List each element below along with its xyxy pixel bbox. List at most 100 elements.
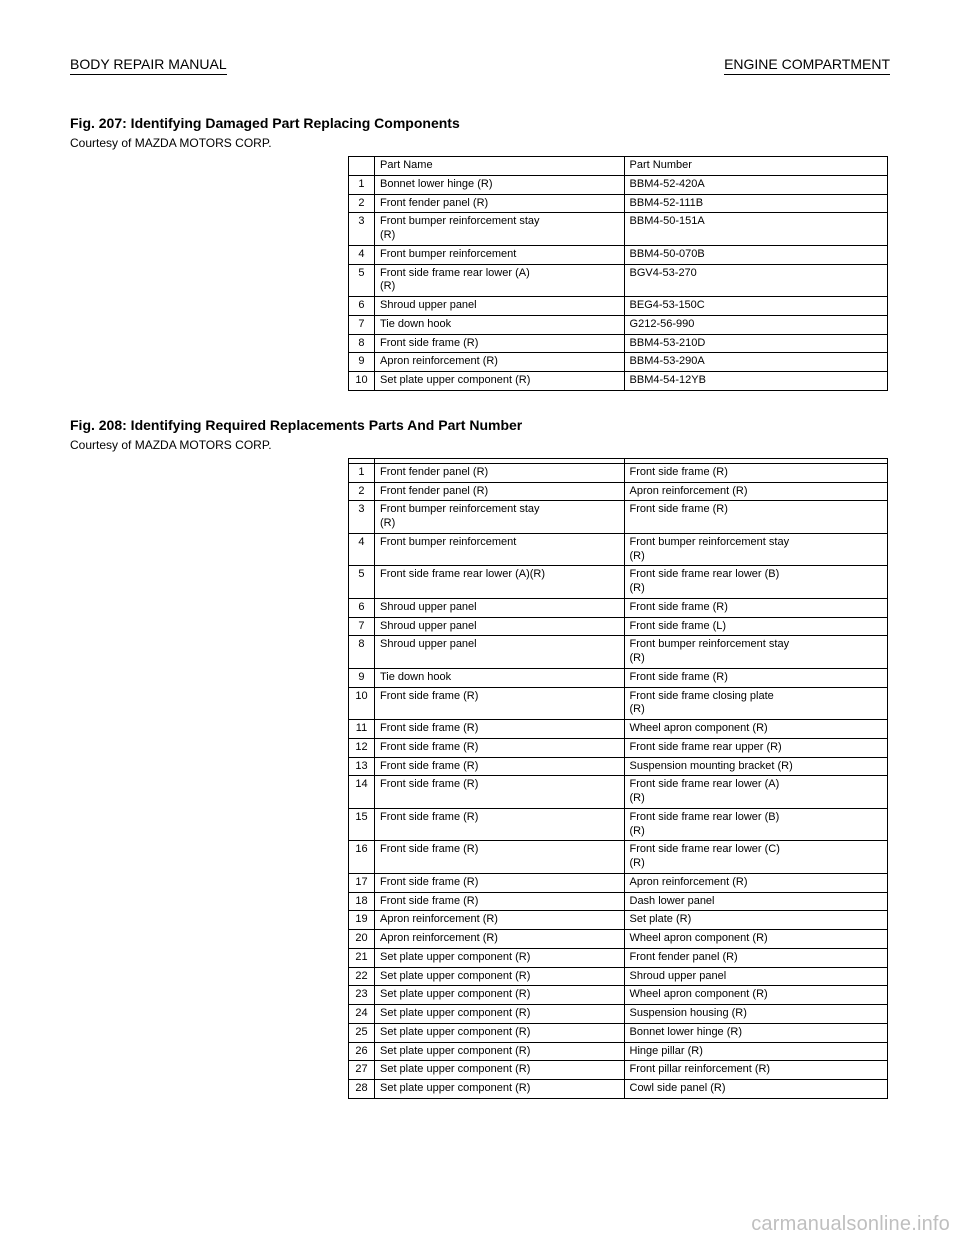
table-row: 10Set plate upper component (R)BBM4-54-1… [349,372,888,391]
table-cell: 9 [349,353,375,372]
table-cell: 6 [349,297,375,316]
table-row: 7Tie down hookG212-56-990 [349,315,888,334]
section-2: Fig. 208: Identifying Required Replaceme… [70,417,890,1099]
table-row: 9Tie down hookFront side frame (R) [349,668,888,687]
table-row: 7Shroud upper panelFront side frame (L) [349,617,888,636]
table-cell: Front bumper reinforcement stay(R) [624,636,888,669]
watermark: carmanualsonline.info [751,1213,950,1236]
table-row: 23Set plate upper component (R)Wheel apr… [349,986,888,1005]
table-cell: 7 [349,315,375,334]
table-cell: 11 [349,720,375,739]
table-cell: Front side frame (R) [374,687,624,720]
table-cell: 4 [349,533,375,566]
table-row: 21Set plate upper component (R)Front fen… [349,948,888,967]
table-cell: Front side frame (R) [624,668,888,687]
table-cell: Apron reinforcement (R) [624,482,888,501]
table-header-cell: Part Number [624,157,887,176]
table-cell: Front side frame (R) [374,720,624,739]
table-cell: Front side frame (R) [374,757,624,776]
table-row: 14Front side frame (R)Front side frame r… [349,776,888,809]
table-cell: 23 [349,986,375,1005]
table-cell: 19 [349,911,375,930]
table-cell: BBM4-53-290A [624,353,887,372]
table-cell: 26 [349,1042,375,1061]
table-cell: 8 [349,334,375,353]
table-cell: Apron reinforcement (R) [374,930,624,949]
table-cell: Front side frame rear lower (B)(R) [624,808,888,841]
table-cell: 22 [349,967,375,986]
section-1: Fig. 207: Identifying Damaged Part Repla… [70,115,890,391]
table-row: 22Set plate upper component (R)Shroud up… [349,967,888,986]
table-cell: 20 [349,930,375,949]
table-cell: Suspension mounting bracket (R) [624,757,888,776]
table-row: 25Set plate upper component (R)Bonnet lo… [349,1023,888,1042]
table-cell: Set plate upper component (R) [374,948,624,967]
table-cell: Set plate upper component (R) [374,1023,624,1042]
table-cell: 13 [349,757,375,776]
table-cell: Front side frame (R) [374,334,624,353]
table-row: 6Shroud upper panelBEG4-53-150C [349,297,888,316]
table-row: 27Set plate upper component (R)Front pil… [349,1061,888,1080]
table-row: 24Set plate upper component (R)Suspensio… [349,1005,888,1024]
table-header-cell: Part Name [374,157,624,176]
table-row: 16Front side frame (R)Front side frame r… [349,841,888,874]
table-cell: 2 [349,194,375,213]
table-cell: Front side frame rear lower (C)(R) [624,841,888,874]
table-cell: Shroud upper panel [374,617,624,636]
table-row: 5Front side frame rear lower (A)(R)BGV4-… [349,264,888,297]
table-cell: Front side frame (R) [374,841,624,874]
table-cell: 27 [349,1061,375,1080]
table-row: 15Front side frame (R)Front side frame r… [349,808,888,841]
table-cell: 10 [349,687,375,720]
table-cell: BBM4-53-210D [624,334,887,353]
table-row: 1Front fender panel (R)Front side frame … [349,463,888,482]
table-cell: 7 [349,617,375,636]
table-row: 3Front bumper reinforcement stay(R)BBM4-… [349,213,888,246]
table-cell: 3 [349,501,375,534]
table-cell: Shroud upper panel [624,967,888,986]
table-row: 3Front bumper reinforcement stay(R)Front… [349,501,888,534]
table-1-body: Part NamePart Number1Bonnet lower hinge … [349,157,888,391]
table-row: 17Front side frame (R)Apron reinforcemen… [349,873,888,892]
table-cell: Front side frame (R) [374,873,624,892]
table-row: 2Front fender panel (R)BBM4-52-111B [349,194,888,213]
table-cell: Front side frame (R) [624,463,888,482]
table-cell: Front side frame (R) [374,808,624,841]
table-row: 6Shroud upper panelFront side frame (R) [349,598,888,617]
table-cell: Wheel apron component (R) [624,986,888,1005]
table-row: 19Apron reinforcement (R)Set plate (R) [349,911,888,930]
section-2-title: Fig. 208: Identifying Required Replaceme… [70,417,890,433]
table-cell: BBM4-52-420A [624,175,887,194]
table-cell: 3 [349,213,375,246]
table-row: 13Front side frame (R)Suspension mountin… [349,757,888,776]
page-header: BODY REPAIR MANUAL ENGINE COMPARTMENT [70,56,890,75]
table-header-cell [349,157,375,176]
table-cell: 1 [349,463,375,482]
table-cell: BBM4-54-12YB [624,372,887,391]
table-cell: Bonnet lower hinge (R) [624,1023,888,1042]
table-cell: 12 [349,738,375,757]
table-cell: Set plate (R) [624,911,888,930]
table-cell: Dash lower panel [624,892,888,911]
table-cell: Shroud upper panel [374,636,624,669]
table-cell: Front bumper reinforcement [374,245,624,264]
table-row: 8Shroud upper panelFront bumper reinforc… [349,636,888,669]
table-cell: 21 [349,948,375,967]
table-1: Part NamePart Number1Bonnet lower hinge … [348,156,888,391]
table-cell: Front bumper reinforcement stay(R) [624,533,888,566]
table-cell: Hinge pillar (R) [624,1042,888,1061]
table-cell: G212-56-990 [624,315,887,334]
table-cell: Front fender panel (R) [624,948,888,967]
table-cell: 2 [349,482,375,501]
table-header-row: Part NamePart Number [349,157,888,176]
table-cell: Wheel apron component (R) [624,720,888,739]
table-cell: Set plate upper component (R) [374,372,624,391]
table-2: 1 Front fender panel (R) Front side frame … [348,458,888,1099]
header-right: ENGINE COMPARTMENT [724,56,890,75]
table-cell: Apron reinforcement (R) [374,353,624,372]
table-cell: Front side frame (R) [374,738,624,757]
table-cell: 5 [349,264,375,297]
table-cell: Front side frame rear lower (A)(R) [374,566,624,599]
table-cell: Apron reinforcement (R) [374,911,624,930]
table-cell: 15 [349,808,375,841]
